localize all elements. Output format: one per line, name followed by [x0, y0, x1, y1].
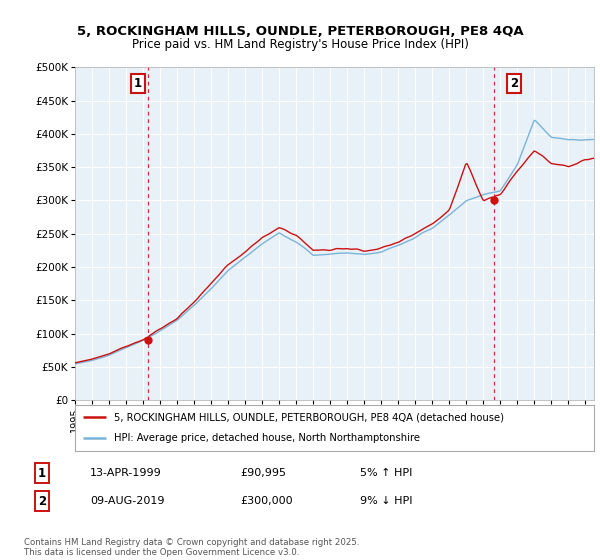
Text: 5% ↑ HPI: 5% ↑ HPI — [360, 468, 412, 478]
Text: £90,995: £90,995 — [240, 468, 286, 478]
Text: 09-AUG-2019: 09-AUG-2019 — [90, 496, 164, 506]
Text: 13-APR-1999: 13-APR-1999 — [90, 468, 162, 478]
Text: Contains HM Land Registry data © Crown copyright and database right 2025.
This d: Contains HM Land Registry data © Crown c… — [24, 538, 359, 557]
Text: Price paid vs. HM Land Registry's House Price Index (HPI): Price paid vs. HM Land Registry's House … — [131, 38, 469, 51]
Text: 9% ↓ HPI: 9% ↓ HPI — [360, 496, 413, 506]
Text: 5, ROCKINGHAM HILLS, OUNDLE, PETERBOROUGH, PE8 4QA (detached house): 5, ROCKINGHAM HILLS, OUNDLE, PETERBOROUG… — [114, 412, 504, 422]
Text: HPI: Average price, detached house, North Northamptonshire: HPI: Average price, detached house, Nort… — [114, 433, 420, 444]
Text: 5, ROCKINGHAM HILLS, OUNDLE, PETERBOROUGH, PE8 4QA: 5, ROCKINGHAM HILLS, OUNDLE, PETERBOROUG… — [77, 25, 523, 38]
Text: £300,000: £300,000 — [240, 496, 293, 506]
Text: 2: 2 — [38, 494, 46, 508]
Text: 1: 1 — [38, 466, 46, 480]
Text: 2: 2 — [510, 77, 518, 90]
Text: 1: 1 — [134, 77, 142, 90]
